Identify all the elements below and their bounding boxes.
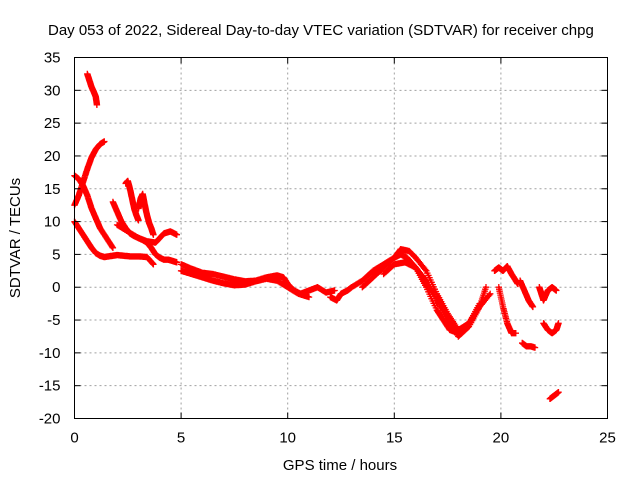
data-point-markers: [135, 190, 157, 238]
series-arc-13: [380, 259, 494, 340]
data-point-markers: [84, 70, 101, 108]
x-axis-label: GPS time / hours: [283, 457, 397, 474]
data-point-markers: [519, 339, 539, 351]
series-arc-10: [177, 267, 313, 301]
x-tick-label: 25: [599, 430, 616, 447]
x-tick-label: 10: [279, 430, 296, 447]
data-point-markers: [122, 177, 142, 224]
series-arc-19: [540, 320, 562, 337]
y-tick-label: -10: [39, 345, 61, 362]
y-tick-label: 30: [44, 82, 61, 99]
x-axis-ticks: 0 5 10 15 20 25: [70, 57, 616, 447]
x-tick-label: 15: [386, 430, 403, 447]
series-arc-1: [84, 70, 101, 108]
data-point-markers: [177, 267, 313, 301]
y-tick-label: -15: [39, 378, 61, 395]
y-tick-label: -5: [47, 312, 60, 329]
y-tick-label: 10: [44, 214, 61, 231]
data-points: [71, 70, 562, 402]
series-arc-6: [122, 177, 142, 224]
grid: [74, 57, 608, 419]
plot-frame: [74, 57, 608, 419]
data-point-markers: [380, 259, 494, 340]
series-arc-17: [519, 339, 539, 351]
series-arc-18: [536, 284, 560, 304]
data-point-markers: [516, 277, 537, 311]
data-point-markers: [540, 320, 562, 337]
series-arc-8: [113, 221, 180, 246]
y-tick-label: -20: [39, 411, 61, 428]
x-tick-label: 20: [493, 430, 510, 447]
data-point-markers: [546, 389, 562, 402]
data-point-markers: [536, 284, 560, 304]
x-tick-label: 0: [70, 430, 78, 447]
y-tick-label: 5: [52, 246, 60, 263]
data-point-markers: [495, 284, 519, 337]
y-tick-label: 35: [44, 50, 61, 67]
y-tick-label: 0: [52, 279, 60, 296]
y-tick-label: 15: [44, 181, 61, 198]
x-tick-label: 5: [177, 430, 185, 447]
data-point-markers: [71, 172, 117, 251]
series-arc-20: [546, 389, 562, 402]
chart-title: Day 053 of 2022, Sidereal Day-to-day VTE…: [48, 22, 594, 39]
y-tick-label: 25: [44, 115, 61, 132]
series-arc-3: [71, 172, 117, 251]
y-axis-ticks: -20 -15 -10 -5 0 5 10 15 20 25 30 35: [39, 50, 608, 428]
series-arc-15: [495, 284, 519, 337]
data-point-markers: [491, 263, 522, 288]
y-tick-label: 20: [44, 148, 61, 165]
data-point-markers: [113, 221, 180, 246]
series-arc-16: [516, 277, 537, 311]
y-axis-label: SDTVAR / TECUs: [7, 178, 24, 298]
series-arc-14: [491, 263, 522, 288]
series-arc-7: [135, 190, 157, 238]
